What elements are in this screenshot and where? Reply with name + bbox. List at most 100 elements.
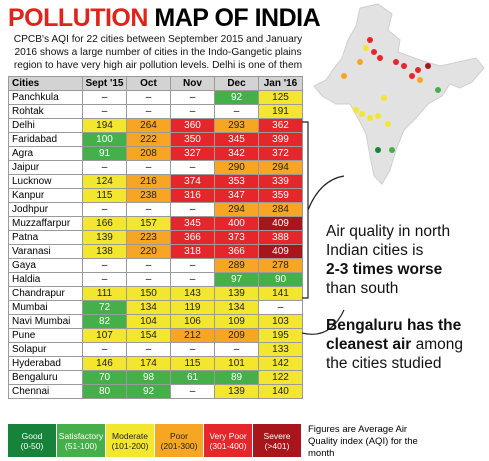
aqi-cell: 374 bbox=[170, 174, 215, 189]
map-dot bbox=[393, 59, 399, 65]
legend-range: (0-50) bbox=[20, 440, 44, 451]
subtitle: CPCB's AQI for 22 cities between Septemb… bbox=[8, 33, 308, 72]
city-name: Jaipur bbox=[8, 160, 83, 175]
aqi-cell: – bbox=[214, 104, 259, 119]
aqi-cell: 139 bbox=[214, 286, 259, 301]
aqi-cell: 141 bbox=[258, 286, 303, 301]
arrow bbox=[301, 309, 345, 335]
aqi-cell: 70 bbox=[82, 370, 127, 385]
city-name: Patna bbox=[8, 230, 83, 245]
city-name: Faridabad bbox=[8, 132, 83, 147]
map-dot bbox=[389, 147, 395, 153]
aqi-cell: 109 bbox=[214, 314, 259, 329]
subtitle-line: 2016 shows a large number of cities in t… bbox=[14, 47, 302, 58]
aqi-cell: 122 bbox=[258, 370, 303, 385]
city-name: Chennai bbox=[8, 384, 83, 399]
aqi-cell: 150 bbox=[126, 286, 171, 301]
map-dot bbox=[409, 73, 415, 79]
aqi-cell: 111 bbox=[82, 286, 127, 301]
map-dot bbox=[385, 121, 391, 127]
annotation-line: Air quality in north bbox=[326, 222, 450, 241]
column-header: Jan '16 bbox=[258, 76, 303, 91]
map-dot bbox=[425, 63, 431, 69]
aqi-cell: 92 bbox=[126, 384, 171, 399]
aqi-cell: 284 bbox=[258, 202, 303, 217]
map-dot bbox=[417, 77, 423, 83]
subtitle-line: CPCB's AQI for 22 cities between Septemb… bbox=[13, 34, 303, 45]
column-header: Nov bbox=[170, 76, 215, 91]
aqi-cell: 223 bbox=[126, 230, 171, 245]
map-dot bbox=[377, 55, 383, 61]
aqi-table: Cities Sept '15 Oct Nov Dec Jan '16 Panchkula –… bbox=[8, 76, 303, 399]
city-name: Hyderabad bbox=[8, 356, 83, 371]
table-row: Patna 139 223 366 373 388 bbox=[8, 230, 303, 245]
aqi-cell: 345 bbox=[214, 132, 259, 147]
legend-label: Satisfactory bbox=[58, 430, 104, 441]
city-name: Chandrapur bbox=[8, 286, 83, 301]
footnote-line: Quality index (AQI) for the bbox=[308, 436, 418, 447]
aqi-cell: 139 bbox=[82, 230, 127, 245]
aqi-cell: 293 bbox=[214, 118, 259, 133]
map-outline bbox=[313, 3, 485, 185]
aqi-cell: 289 bbox=[214, 258, 259, 273]
aqi-cell: 101 bbox=[214, 356, 259, 371]
aqi-cell: – bbox=[126, 272, 171, 287]
annotation-text: among bbox=[411, 336, 464, 353]
table-row: Chandrapur 111 150 143 139 141 bbox=[8, 286, 303, 301]
aqi-cell: – bbox=[126, 104, 171, 119]
legend-range: (101-200) bbox=[111, 440, 149, 451]
legend-label: Poor bbox=[170, 430, 188, 441]
aqi-cell: 209 bbox=[214, 328, 259, 343]
legend-item: Satisfactory (51-100) bbox=[57, 424, 106, 457]
aqi-cell: 119 bbox=[170, 300, 215, 315]
aqi-cell: – bbox=[170, 90, 215, 105]
aqi-cell: – bbox=[214, 342, 259, 357]
annotation-text: Bengaluru has the bbox=[326, 317, 462, 334]
table-row: Delhi 194 264 360 293 362 bbox=[8, 118, 303, 133]
aqi-cell: – bbox=[82, 90, 127, 105]
aqi-cell: 146 bbox=[82, 356, 127, 371]
aqi-cell: 359 bbox=[258, 188, 303, 203]
aqi-cell: 90 bbox=[258, 272, 303, 287]
table-row: Navi Mumbai 82 104 106 109 103 bbox=[8, 314, 303, 329]
aqi-cell: 142 bbox=[258, 356, 303, 371]
aqi-cell: – bbox=[170, 202, 215, 217]
aqi-cell: 212 bbox=[170, 328, 215, 343]
aqi-cell: 208 bbox=[126, 146, 171, 161]
legend-label: Good bbox=[21, 430, 43, 441]
aqi-cell: – bbox=[170, 272, 215, 287]
aqi-cell: 220 bbox=[126, 244, 171, 259]
aqi-cell: 134 bbox=[126, 300, 171, 315]
footnote: Figures are Average Air Quality index (AQ… bbox=[308, 424, 418, 460]
annotation-line: 2-3 times worse bbox=[326, 260, 450, 279]
legend-item: Good (0-50) bbox=[8, 424, 57, 457]
map-dot bbox=[375, 113, 381, 119]
table-row: Pune 107 154 212 209 195 bbox=[8, 328, 303, 343]
aqi-cell: 92 bbox=[214, 90, 259, 105]
column-header: Dec bbox=[214, 76, 259, 91]
table-row: Rohtak – – – –191 bbox=[8, 104, 303, 119]
table-row: Varanasi 138 220 318 366 409 bbox=[8, 244, 303, 259]
aqi-cell: 327 bbox=[170, 146, 215, 161]
legend-item: Very Poor (301-400) bbox=[204, 424, 253, 457]
aqi-cell: 174 bbox=[126, 356, 171, 371]
aqi-cell: 362 bbox=[258, 118, 303, 133]
aqi-cell: 372 bbox=[258, 146, 303, 161]
annotation-north: Air quality in north Indian cities is 2-3 … bbox=[326, 222, 450, 298]
table-row: Jodhpur – – –294 284 bbox=[8, 202, 303, 217]
aqi-cell: 138 bbox=[82, 244, 127, 259]
aqi-cell: 360 bbox=[170, 118, 215, 133]
table-row: Solapur – – – –133 bbox=[8, 342, 303, 357]
aqi-cell: 409 bbox=[258, 216, 303, 231]
table-row: Muzzaffarpur 166 157 345 400 409 bbox=[8, 216, 303, 231]
annotation-text: 2-3 times worse bbox=[326, 261, 443, 278]
map-dots bbox=[341, 37, 441, 153]
table-row: Hyderabad 146 174 115 101 142 bbox=[8, 356, 303, 371]
map-dot bbox=[371, 49, 377, 55]
aqi-cell: 107 bbox=[82, 328, 127, 343]
city-name: Navi Mumbai bbox=[8, 314, 83, 329]
city-name: Gaya bbox=[8, 258, 83, 273]
aqi-cell: 61 bbox=[170, 370, 215, 385]
table-row: Gaya – – –289 278 bbox=[8, 258, 303, 273]
footnote-line: month bbox=[308, 448, 335, 459]
